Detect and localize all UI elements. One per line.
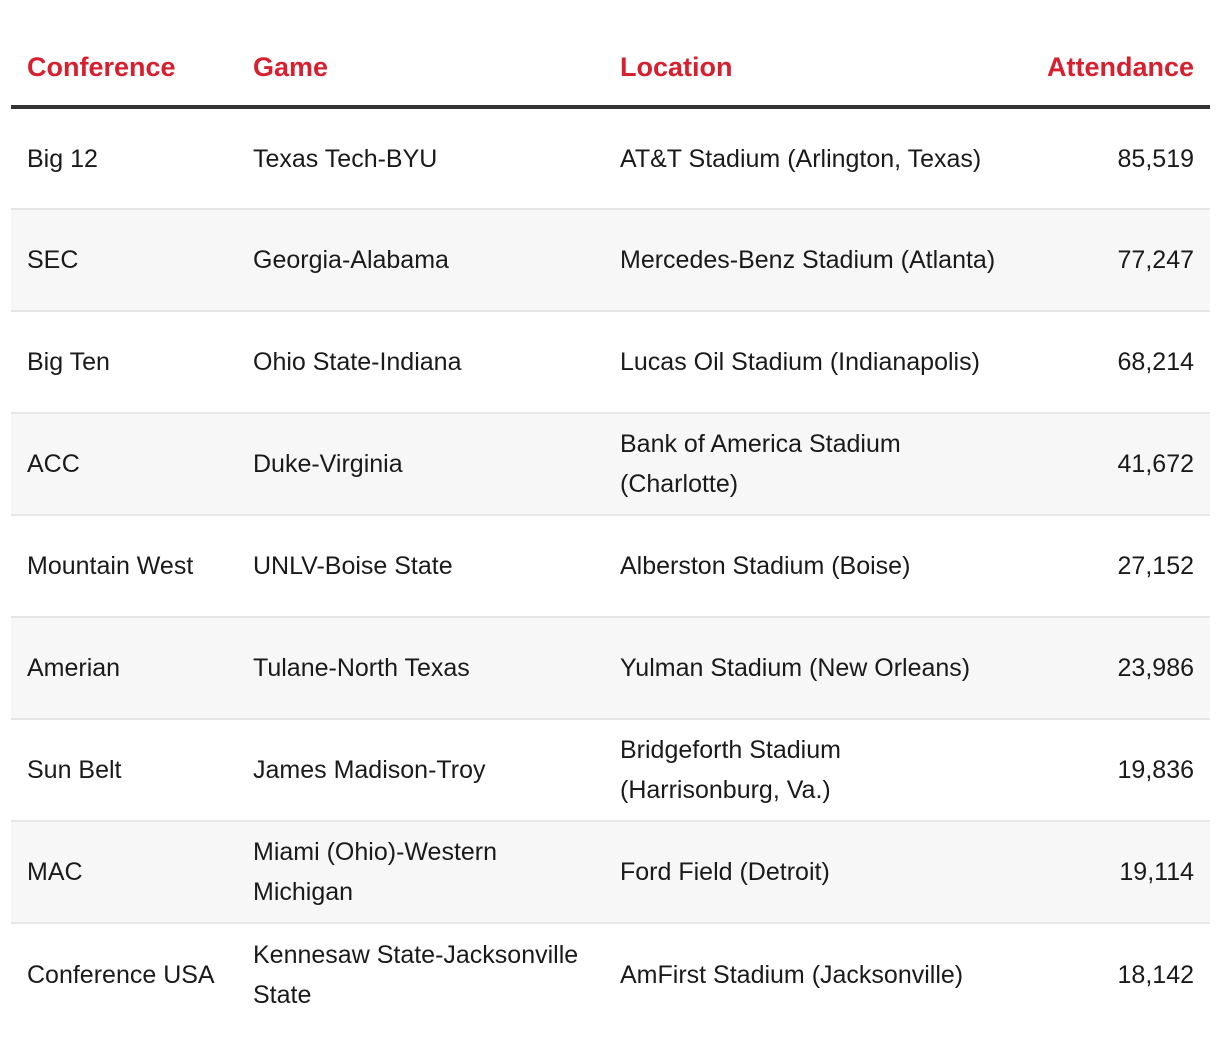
cell-location: Bank of America Stadium (Charlotte) [604,413,1014,516]
cell-attendance: 77,247 [1014,209,1210,312]
cell-location: Alberston Stadium (Boise) [604,515,1014,618]
cell-game: James Madison-Troy [237,719,604,822]
cell-game: Texas Tech-BYU [237,107,604,210]
cell-attendance: 19,114 [1014,821,1210,924]
cell-attendance: 23,986 [1014,617,1210,720]
cell-location: Lucas Oil Stadium (Indianapolis) [604,311,1014,414]
cell-location: Mercedes-Benz Stadium (Atlanta) [604,209,1014,312]
cell-conference: Big 12 [11,107,237,210]
header-attendance: Attendance [1014,0,1210,109]
table-row: ACC Duke-Virginia Bank of America Stadiu… [11,413,1210,516]
cell-conference: Sun Belt [11,719,237,822]
cell-conference: ACC [11,413,237,516]
cell-location: Yulman Stadium (New Orleans) [604,617,1014,720]
cell-attendance: 27,152 [1014,515,1210,618]
cell-location: Ford Field (Detroit) [604,821,1014,924]
cell-attendance: 85,519 [1014,107,1210,210]
cell-game: Duke-Virginia [237,413,604,516]
cell-conference: Mountain West [11,515,237,618]
cell-location: Bridgeforth Stadium (Harrisonburg, Va.) [604,719,1014,822]
cell-conference: SEC [11,209,237,312]
cell-game: Georgia-Alabama [237,209,604,312]
cell-conference: MAC [11,821,237,924]
cell-conference: Conference USA [27,960,215,989]
attendance-table-container: Conference Game Location Attendance Big … [11,0,1210,1025]
table-row: Amerian Tulane-North Texas Yulman Stadiu… [11,617,1210,720]
cell-game: Ohio State-Indiana [237,311,604,414]
table-body: Big 12 Texas Tech-BYU AT&T Stadium (Arli… [11,107,1210,1025]
cell-attendance: 41,672 [1014,413,1210,516]
header-row: Conference Game Location Attendance [11,0,1210,109]
cell-attendance: 68,214 [1014,311,1210,414]
table-row: Sun Belt James Madison-Troy Bridgeforth … [11,719,1210,822]
cell-attendance: 19,836 [1014,719,1210,822]
cell-conference: Big Ten [11,311,237,414]
table-row: MAC Miami (Ohio)-Western Michigan Ford F… [11,821,1210,924]
cell-location: AT&T Stadium (Arlington, Texas) [604,107,1014,210]
cell-conference: Amerian [11,617,237,720]
cell-game: Kennesaw State-Jacksonville State [253,940,579,1009]
header-game: Game [237,0,604,109]
table-row: SEC Georgia-Alabama Mercedes-Benz Stadiu… [11,209,1210,312]
attendance-table: Conference Game Location Attendance Big … [11,0,1210,1025]
cell-game: UNLV-Boise State [237,515,604,618]
cell-location: AmFirst Stadium (Jacksonville) [620,960,964,989]
table-header: Conference Game Location Attendance [11,0,1210,109]
cell-game: Miami (Ohio)-Western Michigan [237,821,604,924]
header-conference: Conference [11,0,237,109]
header-location: Location [604,0,1014,109]
table-row: Big Ten Ohio State-Indiana Lucas Oil Sta… [11,311,1210,414]
cell-game: Tulane-North Texas [237,617,604,720]
cell-attendance: 18,142 [1117,960,1194,989]
table-row: Mountain West UNLV-Boise State Alberston… [11,515,1210,618]
table-row: Big 12 Texas Tech-BYU AT&T Stadium (Arli… [11,107,1210,210]
table-row: Conference USA Kennesaw State-Jacksonvil… [11,923,1210,1025]
